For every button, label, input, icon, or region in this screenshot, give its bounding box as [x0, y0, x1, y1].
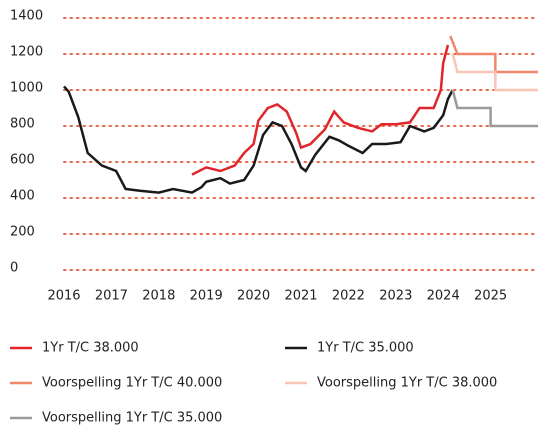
line: [63, 85, 454, 194]
line: [191, 44, 450, 176]
x-tick-label: 2023: [379, 289, 412, 304]
line: [451, 89, 538, 128]
legend-label: Voorspelling 1Yr T/C 38.000: [317, 376, 497, 391]
y-tick-label: 1000: [10, 81, 43, 96]
y-tick-label: 200: [10, 225, 35, 240]
y-tick-label: 0: [10, 261, 18, 276]
legend-label: 1Yr T/C 35.000: [317, 341, 414, 356]
legend-label: 1Yr T/C 38.000: [42, 341, 139, 356]
y-tick-label: 400: [10, 189, 35, 204]
y-tick-label: 800: [10, 117, 35, 132]
legend-label: Voorspelling 1Yr T/C 40.000: [42, 376, 222, 391]
line: [449, 35, 538, 74]
x-tick-label: 2019: [190, 289, 223, 304]
x-tick-label: 2021: [284, 289, 317, 304]
x-tick-label: 2022: [332, 289, 365, 304]
x-tick-label: 2017: [95, 289, 128, 304]
y-tick-label: 1400: [10, 9, 43, 24]
x-tick-label: 2024: [427, 289, 460, 304]
x-tick-label: 2018: [142, 289, 175, 304]
x-tick-label: 2025: [474, 289, 507, 304]
legend-label: Voorspelling 1Yr T/C 35.000: [42, 411, 222, 426]
y-tick-label: 1200: [10, 45, 43, 60]
line: [451, 53, 538, 92]
x-tick-label: 2016: [47, 289, 80, 304]
x-tick-label: 2020: [237, 289, 270, 304]
y-tick-label: 600: [10, 153, 35, 168]
